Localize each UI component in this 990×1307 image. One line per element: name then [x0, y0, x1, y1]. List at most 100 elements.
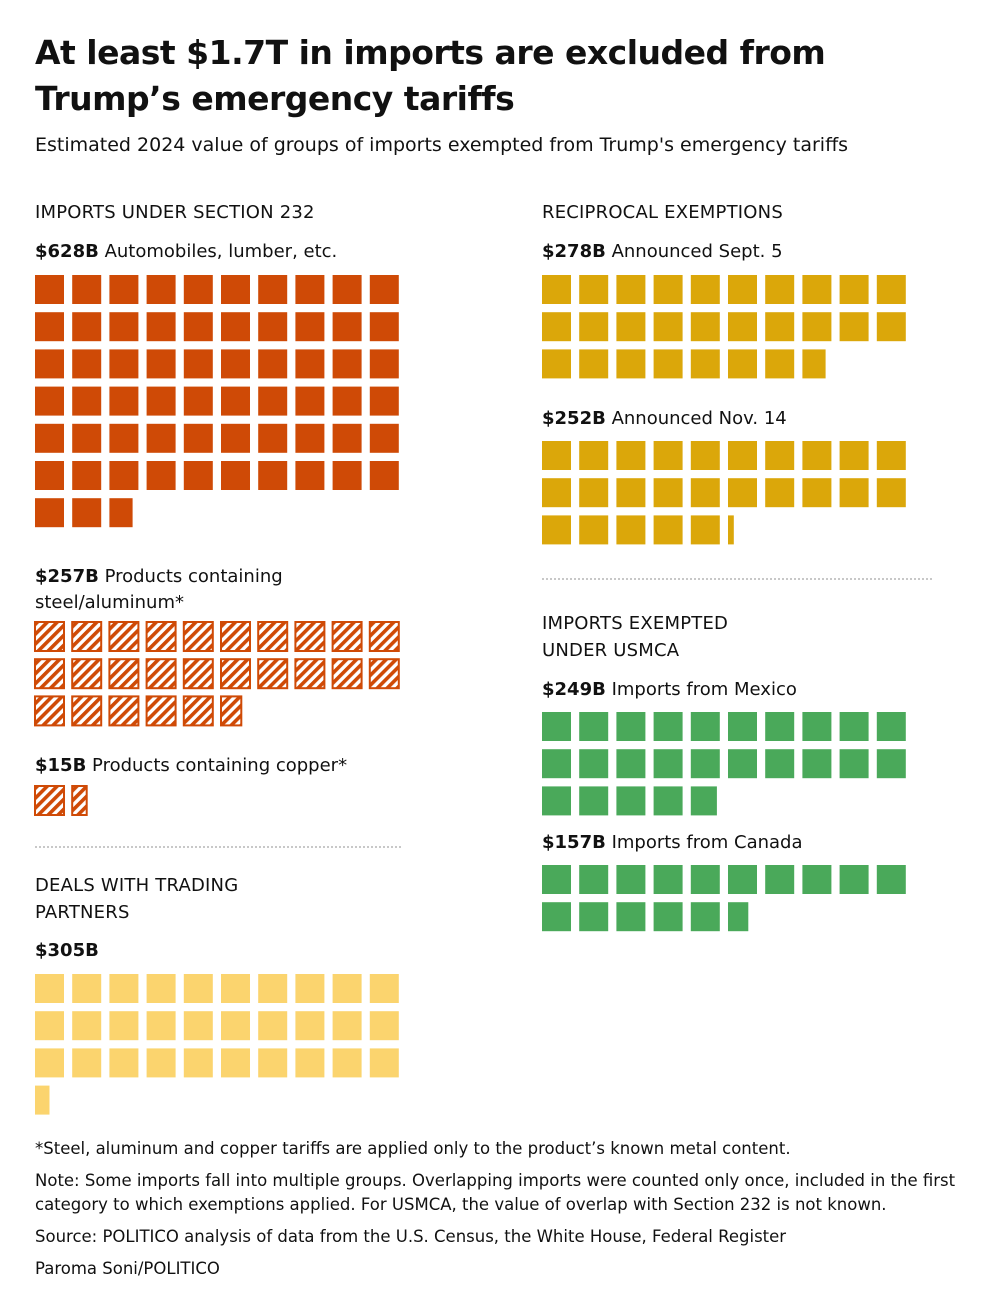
waffle-square-steel [182, 658, 214, 690]
waffle-square-deals [72, 1048, 102, 1078]
waffle-square-autos [109, 498, 133, 528]
waffle-square-sept [653, 275, 683, 304]
waffle-square-autos [109, 349, 139, 379]
waffle-square-nov [579, 478, 609, 508]
chart-subtitle: Estimated 2024 value of groups of import… [35, 134, 849, 156]
footnotes: *Steel, aluminum and copper tariffs are … [35, 1137, 975, 1289]
waffle-square-sept [728, 275, 757, 304]
waffle-square-autos [109, 386, 139, 416]
waffle-square-deals [258, 974, 288, 1003]
waffle-square-mexico [839, 749, 869, 779]
waffle-square-nov [653, 478, 683, 508]
waffle-square-sept [579, 349, 609, 379]
waffle-square-mexico [579, 749, 609, 779]
waffle-square-autos [295, 312, 325, 342]
waffle-square-nov [542, 478, 571, 508]
waffle-square-canada [876, 865, 906, 894]
waffle-square-deals [369, 1048, 399, 1078]
group-label-sept: $278B Announced Sept. 5 [542, 239, 783, 265]
waffle-square-autos [72, 498, 102, 528]
waffle-square-steel [182, 695, 214, 727]
waffle-square-nov [616, 441, 646, 470]
waffle-square-steel [368, 658, 400, 690]
waffle-square-autos [258, 386, 288, 416]
waffle-square-autos [109, 275, 139, 304]
waffle-square-autos [146, 423, 176, 453]
waffle-square-sept [839, 312, 869, 342]
group-desc-nov: Announced Nov. 14 [611, 408, 787, 429]
waffle-square-steel [220, 621, 251, 652]
waffle-square-autos [332, 275, 362, 304]
waffle-square-steel [71, 695, 103, 727]
group-label-steel: $257B Products containing steel/aluminum… [35, 564, 325, 616]
waffle-square-autos [72, 423, 102, 453]
waffle-square-autos [332, 423, 362, 453]
group-value-sept: $278B [542, 241, 606, 262]
group-value-deals: $305B [35, 940, 99, 961]
waffle-square-deals [258, 1011, 288, 1041]
waffle-square-autos [295, 461, 325, 490]
waffle-square-deals [221, 974, 250, 1003]
waffle-square-steel [331, 621, 363, 652]
waffle-square-autos [109, 461, 139, 490]
waffle-mexico [542, 712, 906, 816]
waffle-square-mexico [542, 786, 571, 816]
footnote-note: Note: Some imports fall into multiple gr… [35, 1171, 956, 1214]
waffle-square-autos [332, 386, 362, 416]
waffle-square-canada [690, 902, 720, 932]
waffle-square-sept [579, 275, 609, 304]
group-value-steel: $257B [35, 566, 99, 587]
waffle-square-steel [34, 695, 65, 727]
waffle-square-mexico [616, 786, 646, 816]
waffle-square-sept [765, 349, 795, 379]
waffle-square-deals [35, 974, 64, 1003]
waffle-square-steel [220, 658, 251, 690]
waffle-square-nov [876, 441, 906, 470]
waffle-square-nov [616, 515, 646, 545]
waffle-square-deals [295, 1048, 325, 1078]
waffle-square-sept [839, 275, 869, 304]
waffle-nov [542, 441, 906, 545]
waffle-square-autos [72, 386, 102, 416]
waffle-square-mexico [690, 749, 720, 779]
waffle-square-steel [368, 621, 400, 652]
waffle-square-deals [221, 1011, 250, 1041]
footnote-asterisk: *Steel, aluminum and copper tariffs are … [35, 1139, 791, 1158]
waffle-square-autos [369, 275, 399, 304]
waffle-square-steel [257, 621, 289, 652]
waffle-square-nov [839, 478, 869, 508]
waffle-square-mexico [653, 749, 683, 779]
waffle-square-autos [35, 275, 64, 304]
waffle-square-sept [765, 312, 795, 342]
waffle-square-mexico [653, 786, 683, 816]
waffle-square-deals [183, 1048, 213, 1078]
waffle-square-sept [653, 312, 683, 342]
waffle-square-steel [71, 621, 103, 652]
group-label-canada: $157B Imports from Canada [542, 830, 803, 856]
waffle-square-sept [616, 312, 646, 342]
waffle-square-nov [802, 441, 832, 470]
group-desc-mexico: Imports from Mexico [611, 679, 797, 700]
waffle-square-nov [542, 441, 571, 470]
waffle-square-deals [332, 1048, 362, 1078]
waffle-square-nov [839, 441, 869, 470]
waffle-square-deals [109, 1048, 139, 1078]
waffle-square-autos [72, 461, 102, 490]
waffle-square-canada [653, 865, 683, 894]
waffle-square-autos [221, 349, 250, 379]
waffle-square-mexico [765, 749, 795, 779]
waffle-square-canada [839, 865, 869, 894]
waffle-square-autos [183, 349, 213, 379]
waffle-square-autos [72, 349, 102, 379]
waffle-square-autos [35, 386, 64, 416]
section-heading-usmca: IMPORTS EXEMPTED UNDER USMCA [542, 613, 729, 661]
waffle-square-autos [183, 312, 213, 342]
waffle-square-autos [35, 498, 64, 528]
group-desc-steel: Products containing steel/aluminum* [35, 566, 283, 613]
waffle-square-autos [146, 386, 176, 416]
waffle-square-canada [728, 865, 757, 894]
waffle-square-nov [653, 441, 683, 470]
waffle-square-autos [221, 423, 250, 453]
waffle-square-nov [690, 478, 720, 508]
waffle-square-mexico [765, 712, 795, 741]
